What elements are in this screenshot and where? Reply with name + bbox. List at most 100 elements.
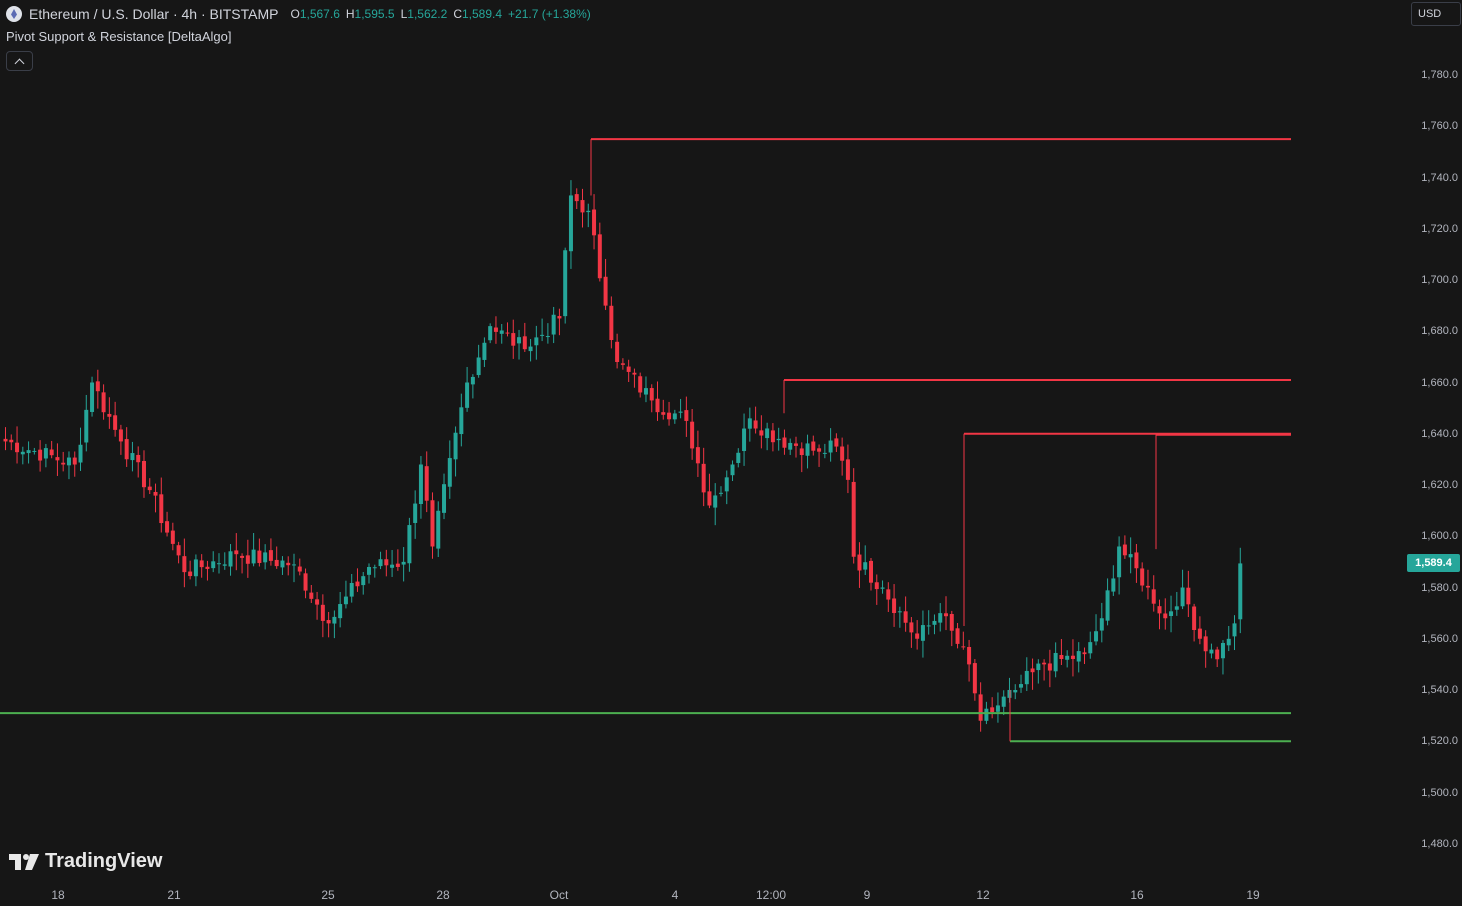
collapse-legend-button[interactable] <box>6 51 33 71</box>
candle <box>742 428 747 452</box>
ohlc-low: L1,562.2 <box>400 7 448 21</box>
candle <box>1053 652 1058 672</box>
candle <box>511 333 516 346</box>
time-label: 18 <box>51 888 65 902</box>
candle <box>776 438 781 441</box>
price-label: 1,680.0 <box>1421 325 1458 338</box>
time-label: 9 <box>863 888 871 902</box>
candle <box>367 567 372 575</box>
candle <box>822 452 827 454</box>
candle <box>978 694 983 721</box>
time-label: 21 <box>167 888 181 902</box>
candle <box>447 458 452 487</box>
candle <box>805 443 810 456</box>
candle <box>690 421 695 449</box>
time-label: 28 <box>436 888 450 902</box>
price-label: 1,640.0 <box>1421 427 1458 440</box>
candle <box>684 410 689 421</box>
candle <box>436 510 441 549</box>
candle <box>1047 663 1052 671</box>
price-label: 1,600.0 <box>1421 530 1458 543</box>
tradingview-wordmark: TradingView <box>45 850 163 872</box>
currency-button[interactable]: USD <box>1411 2 1461 26</box>
chart-canvas[interactable] <box>0 0 1405 880</box>
time-label: 12:00 <box>755 888 787 902</box>
chevron-up-icon <box>14 58 25 68</box>
price-label: 1,520.0 <box>1421 735 1458 748</box>
candle <box>240 555 245 558</box>
candle <box>205 566 210 569</box>
candle <box>1019 684 1024 688</box>
candle <box>343 596 348 605</box>
price-label: 1,500.0 <box>1421 786 1458 799</box>
candle <box>695 447 700 464</box>
candle <box>199 560 204 568</box>
candle <box>349 582 354 597</box>
candle <box>26 450 31 454</box>
candle <box>84 409 89 443</box>
candle <box>638 376 643 393</box>
candle <box>95 381 100 392</box>
price-label: 1,660.0 <box>1421 376 1458 389</box>
ohlc-change: +21.7 (+1.38%) <box>508 7 591 21</box>
price-label: 1,580.0 <box>1421 581 1458 594</box>
candle <box>1226 638 1231 646</box>
candle <box>1001 696 1006 707</box>
candle <box>995 705 1000 712</box>
candle <box>118 429 123 442</box>
candle <box>586 210 591 213</box>
price-label: 1,480.0 <box>1421 837 1458 850</box>
candle <box>545 336 550 338</box>
candle <box>932 620 937 625</box>
price-axis[interactable]: 1,780.0 1,760.0 1,740.0 1,720.0 1,700.0 1,680… <box>1405 0 1462 880</box>
candle <box>1030 668 1035 673</box>
candle <box>263 552 268 563</box>
candle <box>1134 552 1139 569</box>
candle <box>332 616 337 624</box>
candle <box>61 462 66 465</box>
candle <box>78 444 83 463</box>
candle <box>817 448 822 452</box>
candle <box>413 503 418 523</box>
candle <box>990 707 995 713</box>
candle <box>9 439 14 443</box>
candle <box>176 545 181 556</box>
candle <box>90 382 95 412</box>
time-label: 25 <box>321 888 335 902</box>
candle <box>747 418 752 429</box>
candle <box>378 559 383 567</box>
candle <box>193 559 198 577</box>
candle <box>188 571 193 577</box>
candle <box>574 194 579 202</box>
candle <box>811 441 816 451</box>
time-axis[interactable]: 18 21 25 28 Oct 4 12:00 9 12 16 19 <box>0 880 1405 906</box>
tradingview-logo-icon <box>9 853 39 870</box>
candle <box>182 556 187 573</box>
candle <box>234 550 239 555</box>
candle <box>851 481 856 557</box>
candle <box>136 454 141 463</box>
candle <box>655 398 660 413</box>
time-label: 12 <box>976 888 990 902</box>
candle <box>165 521 170 533</box>
candle <box>1007 689 1012 698</box>
candle <box>857 554 862 571</box>
candle <box>649 388 654 401</box>
candle <box>315 599 320 605</box>
candle <box>297 566 302 572</box>
candle <box>667 412 672 420</box>
candle <box>453 432 458 460</box>
candle <box>972 663 977 694</box>
indicator-label[interactable]: Pivot Support & Resistance [DeltaAlgo] <box>6 29 232 44</box>
candle <box>1215 649 1220 660</box>
candle <box>303 573 308 591</box>
time-label: 16 <box>1130 888 1144 902</box>
symbol-title[interactable]: Ethereum / U.S. Dollar · 4h · BITSTAMP <box>29 6 279 22</box>
candle <box>1070 655 1075 660</box>
candle <box>828 440 833 453</box>
candle <box>292 564 296 566</box>
tradingview-logo[interactable]: TradingView <box>9 850 162 873</box>
price-label: 1,560.0 <box>1421 632 1458 645</box>
candle <box>1192 606 1197 631</box>
candle <box>222 564 227 566</box>
